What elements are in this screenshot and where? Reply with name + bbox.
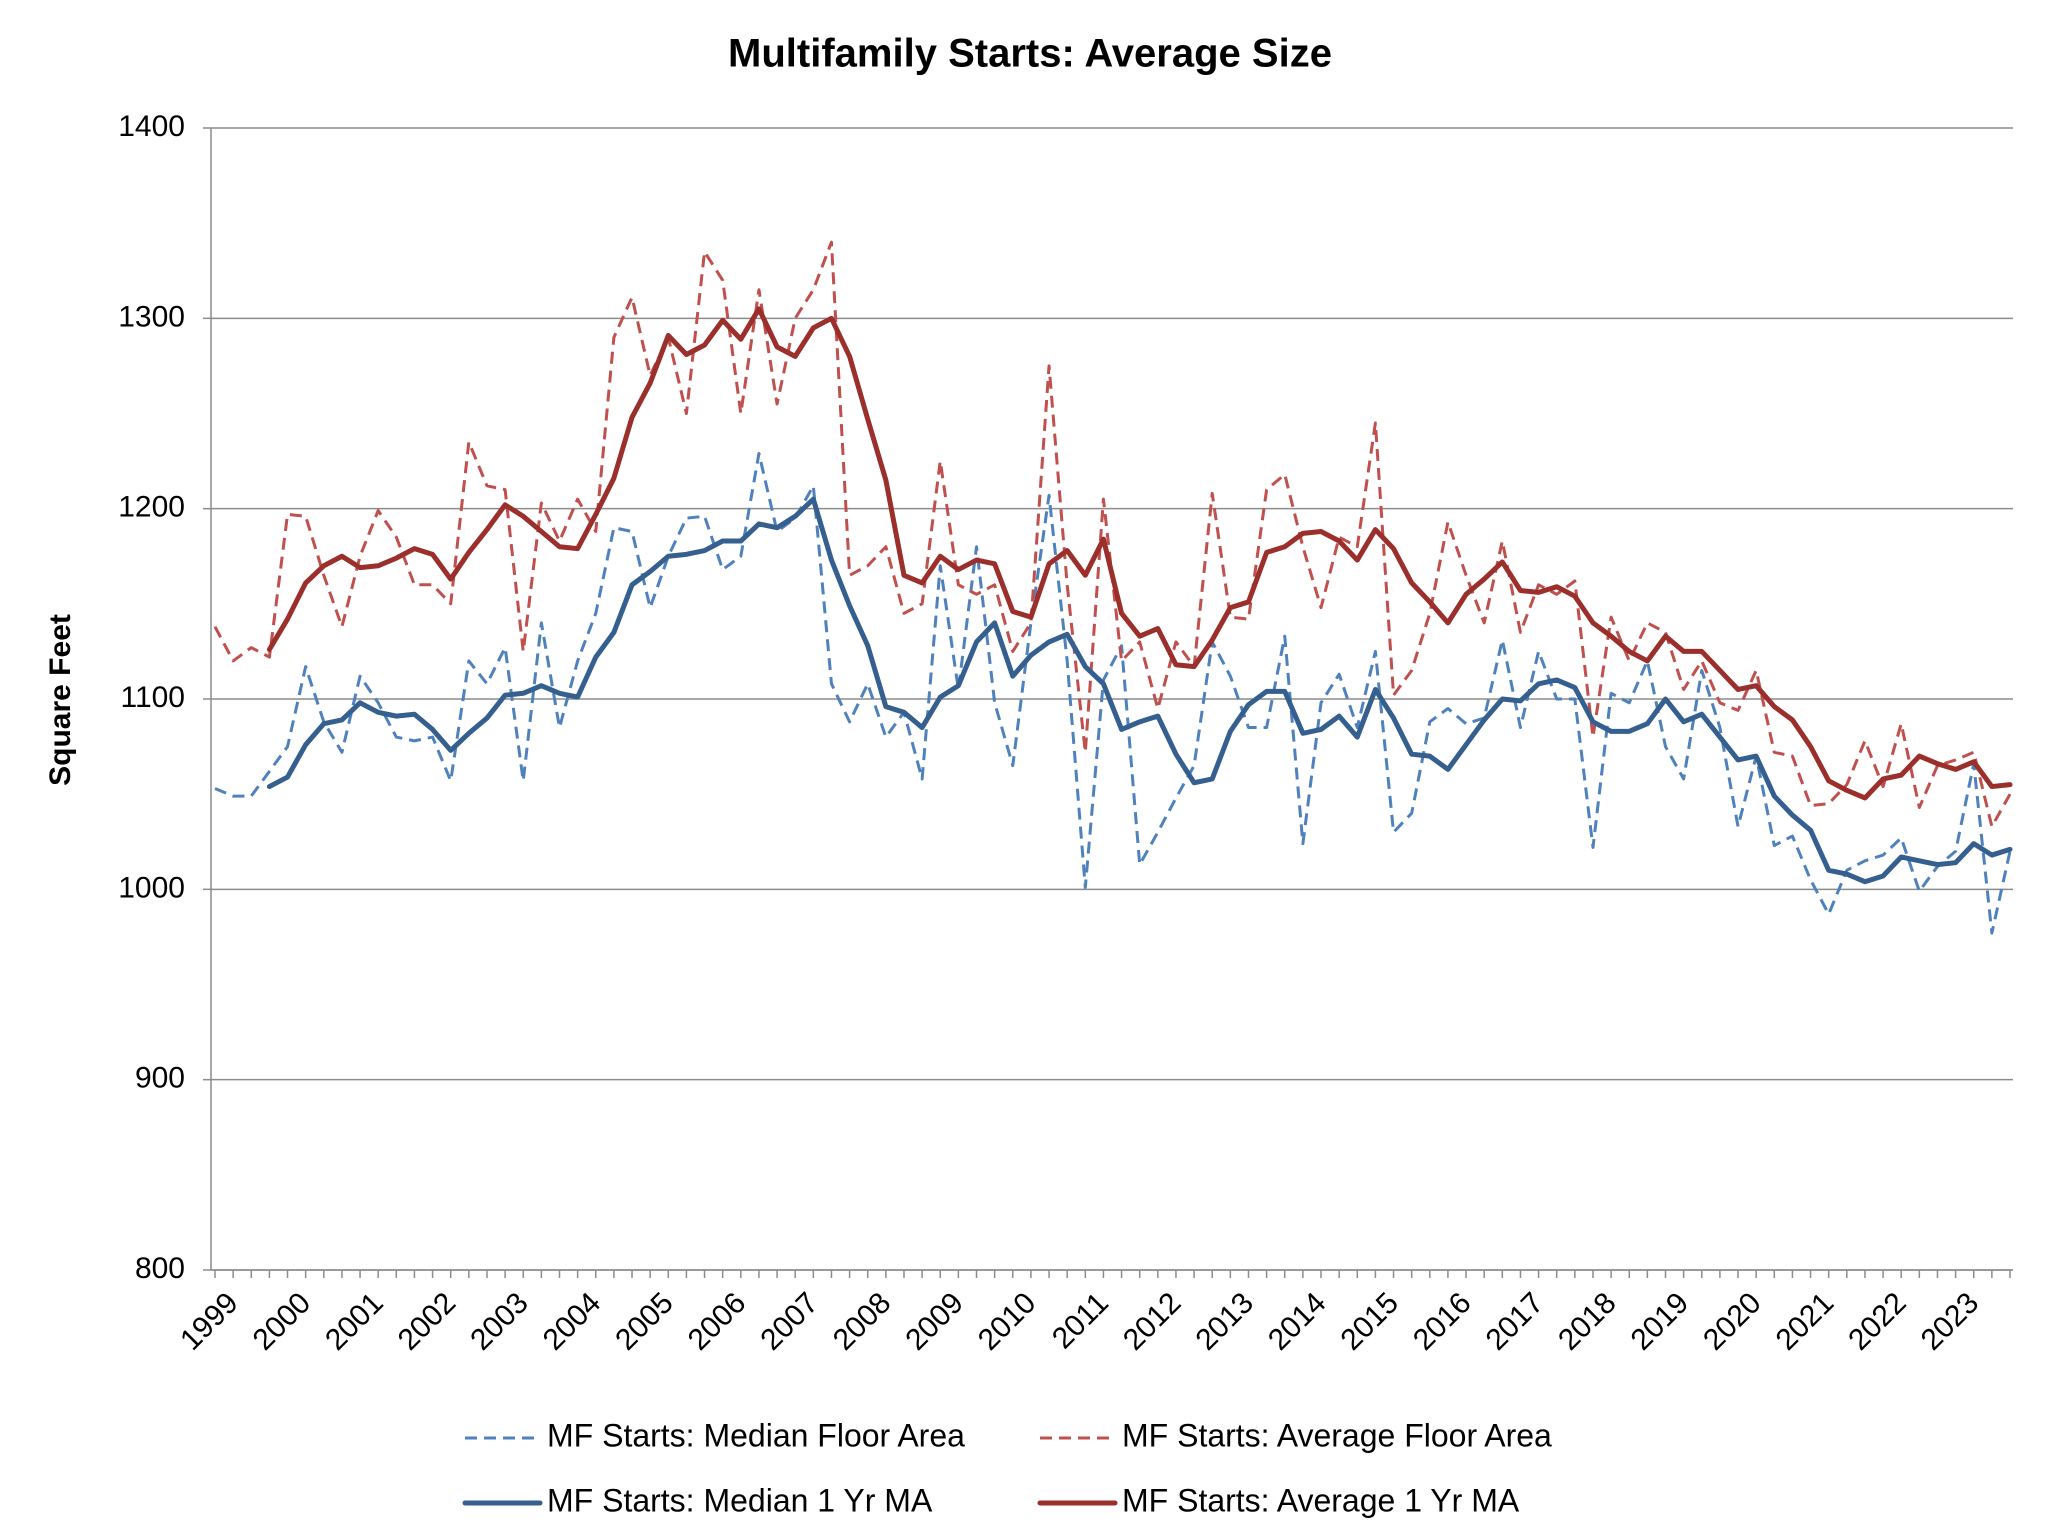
legend-label: MF Starts: Average 1 Yr MA [1122, 1482, 1520, 1518]
y-tick-label: 900 [135, 1062, 185, 1095]
y-tick-label: 1000 [118, 871, 185, 904]
y-tick-label: 1200 [118, 491, 185, 524]
legend-label: MF Starts: Median Floor Area [547, 1417, 965, 1453]
y-axis-label: Square Feet [44, 614, 77, 786]
y-tick-label: 1400 [118, 110, 185, 143]
legend-label: MF Starts: Average Floor Area [1122, 1417, 1552, 1453]
legend-label: MF Starts: Median 1 Yr MA [547, 1482, 933, 1518]
y-tick-label: 800 [135, 1252, 185, 1285]
chart-title: Multifamily Starts: Average Size [728, 32, 1332, 76]
y-tick-label: 1300 [118, 300, 185, 333]
data-line [266, 306, 2013, 801]
data-line [266, 496, 2013, 885]
data-line [214, 451, 2012, 935]
y-tick-label: 1100 [120, 681, 185, 714]
